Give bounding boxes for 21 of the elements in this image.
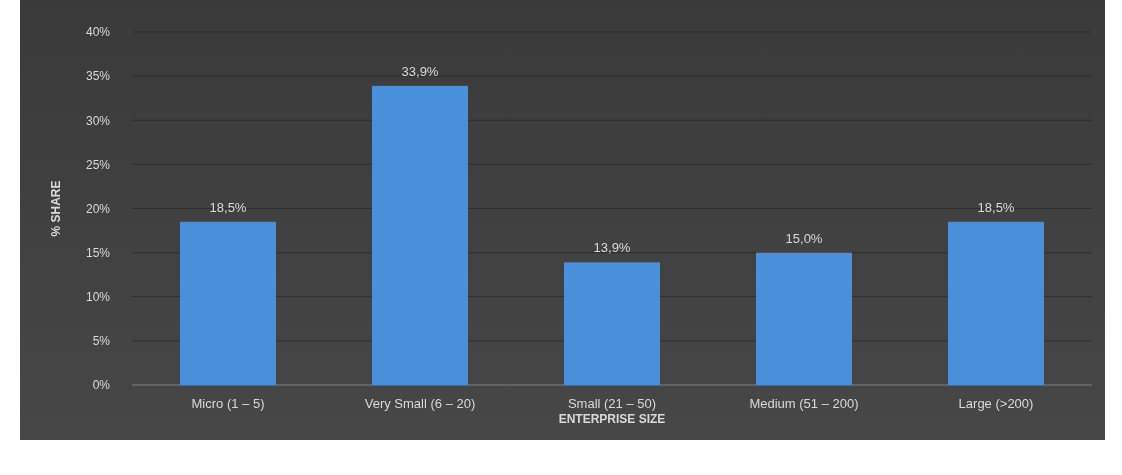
y-tick-label: 0% xyxy=(92,378,111,393)
data-label: 18,5% xyxy=(977,199,1015,215)
y-tick-label: 10% xyxy=(85,290,111,305)
x-tick-label: Medium (51 – 200) xyxy=(749,396,859,412)
y-tick-label: 25% xyxy=(85,157,111,172)
y-axis-title: % SHARE xyxy=(49,180,63,237)
data-label: 18,5% xyxy=(209,199,247,215)
x-axis-title: ENTERPRISE SIZE xyxy=(558,412,666,426)
data-label: 13,9% xyxy=(593,240,631,256)
y-tick-label: 5% xyxy=(92,334,111,349)
x-tick-label: Small (21 – 50) xyxy=(567,396,657,412)
x-tick-label: Large (>200) xyxy=(958,396,1034,412)
x-tick-label: Very Small (6 – 20) xyxy=(364,396,476,412)
y-tick-label: 35% xyxy=(85,69,111,84)
y-tick-label: 30% xyxy=(85,113,111,128)
y-tick-label: 20% xyxy=(85,201,111,216)
data-label: 33,9% xyxy=(401,63,439,79)
y-tick-label: 40% xyxy=(85,25,111,40)
y-tick-label: 15% xyxy=(85,245,111,260)
x-tick-label: Micro (1 – 5) xyxy=(191,396,265,412)
data-label: 15,0% xyxy=(785,230,823,246)
